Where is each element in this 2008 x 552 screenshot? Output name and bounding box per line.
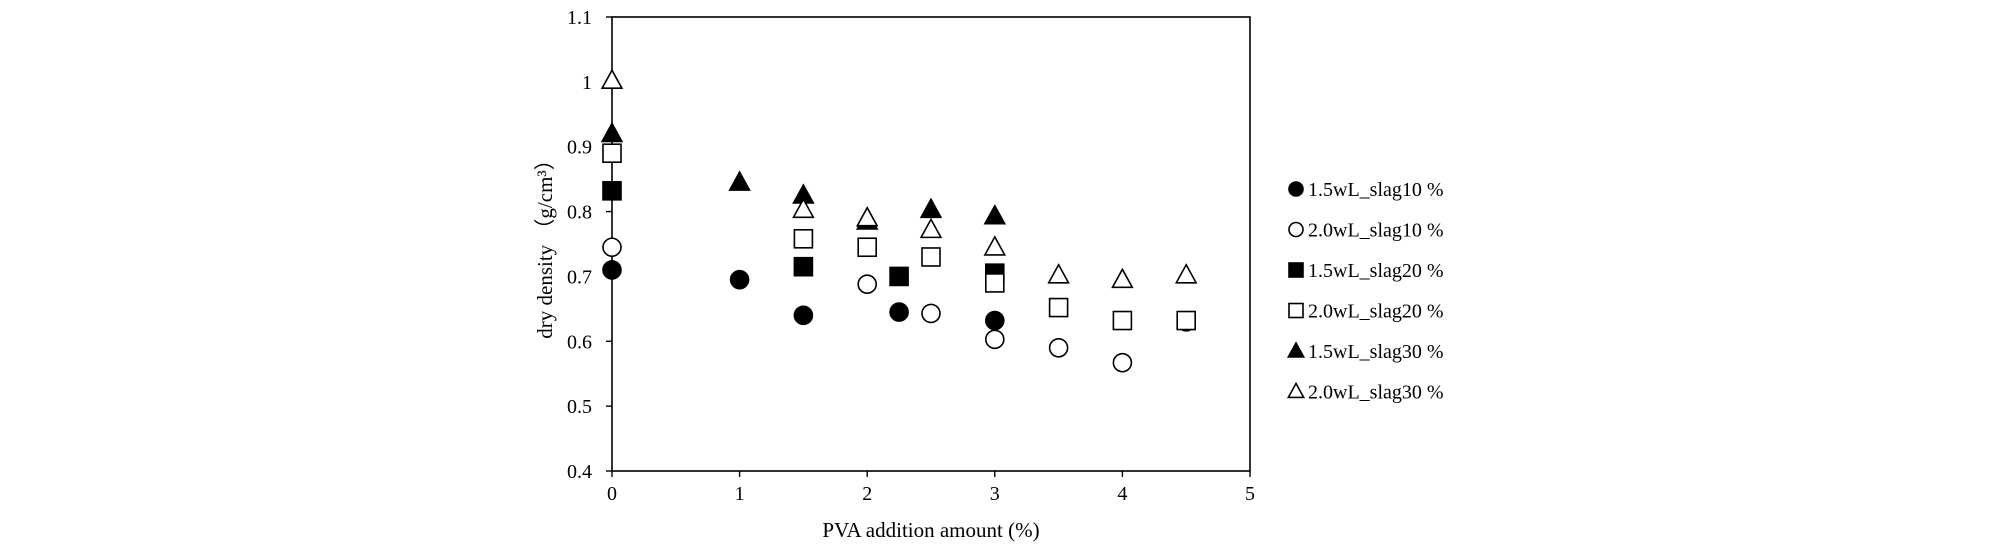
y-tick-label: 1 [582, 72, 592, 94]
x-tick-label: 1 [735, 483, 745, 505]
open-square-marker [857, 237, 878, 258]
filled-circle-marker [889, 302, 909, 322]
legend: 1.5wL_slag10 % 2.0wL_slag10 % 1.5wL_slag20… [1286, 179, 1444, 404]
filled-triangle-marker [983, 204, 1007, 225]
legend-label: 1.5wL_slag20 % [1308, 260, 1444, 282]
y-tick-label: 0.5 [567, 396, 592, 418]
x-tick-label: 3 [990, 483, 1000, 505]
filled-circle-marker [793, 305, 814, 326]
open-triangle-marker [1111, 267, 1134, 289]
open-square-marker [602, 143, 622, 163]
data-points [600, 68, 1198, 373]
open-square-marker [984, 273, 1005, 293]
open-circle-marker [921, 303, 941, 324]
open-circle-marker [602, 237, 622, 258]
legend-label: 2.0wL_slag30 % [1308, 382, 1444, 404]
open-triangle-marker [792, 197, 815, 219]
open-triangle-marker [919, 217, 943, 239]
x-tick-label: 0 [607, 483, 617, 505]
open-square-marker [1048, 297, 1069, 318]
open-triangle-marker [1174, 263, 1198, 284]
y-axis-label: dry density （g/cm³） [533, 149, 557, 338]
y-tick-label: 0.7 [567, 266, 592, 288]
filled-triangle-marker [919, 197, 943, 219]
open-circle-marker [1112, 352, 1133, 373]
filled-circle-marker [984, 310, 1005, 331]
open-square-marker [1112, 310, 1133, 331]
legend-open-square-icon [1288, 302, 1304, 319]
filled-square-marker [793, 256, 814, 277]
y-tick-label: 0.6 [567, 331, 592, 353]
legend-open-circle-icon [1288, 221, 1304, 238]
x-tick-label: 2 [862, 483, 872, 505]
x-axis-label: PVA addition amount (%) [822, 518, 1039, 542]
filled-triangle-marker [728, 170, 751, 191]
open-square-marker [921, 247, 941, 267]
open-triangle-marker [983, 235, 1007, 256]
filled-triangle-marker [600, 121, 624, 143]
y-tick-label: 1.1 [567, 7, 592, 29]
filled-square-marker [602, 181, 622, 201]
y-tick-label: 0.4 [567, 461, 592, 483]
open-circle-marker [857, 274, 878, 295]
plot-area [611, 16, 1251, 472]
y-tick-label: 0.8 [567, 202, 592, 224]
open-triangle-marker [855, 206, 879, 227]
legend-open-triangle-icon [1286, 381, 1306, 399]
open-circle-marker [984, 329, 1005, 350]
open-triangle-marker [1047, 263, 1070, 284]
filled-square-marker [889, 266, 909, 287]
legend-filled-square-icon [1288, 262, 1304, 278]
legend-filled-circle-icon [1288, 181, 1304, 197]
legend-label: 2.0wL_slag10 % [1308, 220, 1444, 242]
x-tick-label: 5 [1245, 483, 1255, 505]
legend-label: 1.5wL_slag10 % [1308, 179, 1444, 201]
legend-label: 2.0wL_slag20 % [1308, 301, 1444, 323]
open-triangle-marker [600, 68, 624, 90]
open-square-marker [1176, 310, 1196, 331]
x-tick-label: 4 [1117, 483, 1127, 505]
x-axis-ticks: 0 1 2 3 4 5 [607, 471, 1255, 505]
legend-filled-triangle-icon [1286, 341, 1306, 358]
open-square-marker [793, 229, 814, 249]
legend-label: 1.5wL_slag30 % [1308, 341, 1444, 363]
filled-circle-marker [729, 269, 750, 290]
open-circle-marker [1048, 337, 1069, 358]
y-tick-label: 0.9 [567, 137, 592, 159]
filled-circle-marker [602, 260, 622, 280]
